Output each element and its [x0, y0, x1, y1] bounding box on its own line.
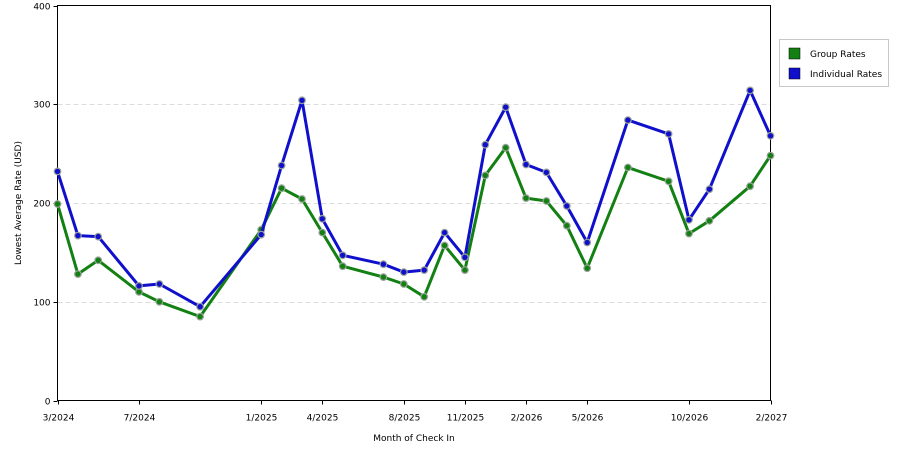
- x-tick-label: 8/2025: [389, 414, 421, 424]
- data-point-individual-rates: [399, 268, 408, 277]
- y-tick-label: 200: [33, 200, 50, 210]
- data-point-individual-rates: [583, 238, 592, 247]
- data-point-individual-rates: [318, 214, 327, 223]
- data-point-group-rates: [399, 280, 408, 288]
- legend-swatch-individual-rates: [788, 67, 801, 80]
- series-layer: [53, 86, 775, 321]
- series-individual-rates: [53, 86, 775, 311]
- data-point-group-rates: [277, 184, 286, 193]
- x-axis-title: Month of Check In: [373, 434, 455, 444]
- x-tick-label: 4/2025: [307, 414, 339, 424]
- data-point-group-rates: [318, 228, 327, 237]
- data-point-individual-rates: [440, 228, 449, 237]
- data-point-group-rates: [685, 229, 693, 238]
- data-point-individual-rates: [94, 232, 103, 241]
- x-tick-label: 10/2026: [671, 414, 709, 424]
- data-point-individual-rates: [542, 168, 551, 177]
- grid-layer: [57, 104, 771, 303]
- data-point-group-rates: [420, 292, 429, 301]
- data-point-individual-rates: [461, 253, 469, 262]
- series-line-group-rates: [56, 146, 772, 319]
- data-point-group-rates: [522, 194, 530, 203]
- data-point-individual-rates: [73, 231, 82, 240]
- data-point-individual-rates: [481, 140, 490, 149]
- data-point-group-rates: [440, 241, 449, 250]
- data-point-individual-rates: [196, 302, 205, 311]
- y-axis-title: Lowest Average Rate (USD): [14, 141, 24, 265]
- data-point-group-rates: [766, 151, 775, 160]
- data-point-group-rates: [461, 266, 469, 275]
- y-tick-label: 100: [33, 299, 50, 309]
- legend-swatch-group-rates: [788, 47, 801, 60]
- data-point-individual-rates: [135, 282, 143, 290]
- data-point-group-rates: [53, 200, 62, 208]
- data-point-individual-rates: [522, 160, 530, 169]
- data-point-group-rates: [705, 216, 714, 225]
- data-point-group-rates: [542, 197, 551, 205]
- y-tick-label: 400: [33, 3, 50, 13]
- legend-label-group-rates: Group Rates: [810, 50, 866, 60]
- data-point-individual-rates: [705, 185, 714, 194]
- data-point-individual-rates: [624, 116, 632, 124]
- chart-legend: Group Rates Individual Rates: [779, 39, 889, 87]
- data-point-group-rates: [481, 171, 490, 180]
- data-point-group-rates: [379, 273, 388, 282]
- data-point-group-rates: [664, 177, 673, 186]
- data-point-group-rates: [155, 297, 164, 306]
- data-point-individual-rates: [501, 103, 510, 112]
- data-point-individual-rates: [379, 260, 388, 269]
- data-point-group-rates: [624, 163, 632, 172]
- data-point-group-rates: [196, 312, 205, 321]
- data-point-individual-rates: [298, 96, 306, 105]
- data-point-individual-rates: [420, 266, 429, 275]
- x-tick-label: 11/2025: [447, 414, 484, 424]
- data-point-individual-rates: [664, 129, 673, 138]
- data-point-group-rates: [298, 195, 306, 203]
- x-tick-label: 7/2024: [124, 414, 156, 424]
- data-point-group-rates: [338, 262, 347, 271]
- x-tick-label: 1/2025: [246, 414, 278, 424]
- data-point-group-rates: [562, 221, 571, 230]
- data-point-individual-rates: [685, 215, 693, 224]
- data-point-group-rates: [583, 264, 592, 273]
- data-point-individual-rates: [257, 230, 266, 239]
- x-tick-layer: 3/2024 7/2024 1/2025 4/2025 8/2025 11/2025 2/2…: [43, 400, 788, 424]
- x-tick-label: 2/2026: [511, 414, 543, 424]
- data-point-group-rates: [73, 270, 82, 279]
- x-tick-label: 3/2024: [43, 414, 75, 424]
- legend-label-individual-rates: Individual Rates: [810, 70, 882, 80]
- series-group-rates: [53, 143, 775, 321]
- y-tick-label: 300: [33, 101, 50, 111]
- y-tick-label: 0: [45, 398, 51, 408]
- data-point-individual-rates: [562, 202, 571, 210]
- data-point-individual-rates: [338, 251, 347, 260]
- x-tick-label: 5/2026: [572, 414, 604, 424]
- x-tick-label: 2/2027: [756, 414, 788, 424]
- data-point-individual-rates: [277, 161, 286, 170]
- data-point-individual-rates: [766, 131, 775, 140]
- data-point-individual-rates: [53, 167, 62, 176]
- data-point-individual-rates: [746, 86, 754, 95]
- series-line-individual-rates: [56, 88, 772, 309]
- data-point-group-rates: [501, 143, 510, 152]
- data-point-group-rates: [94, 256, 103, 265]
- data-point-group-rates: [746, 182, 754, 191]
- data-point-individual-rates: [155, 280, 164, 288]
